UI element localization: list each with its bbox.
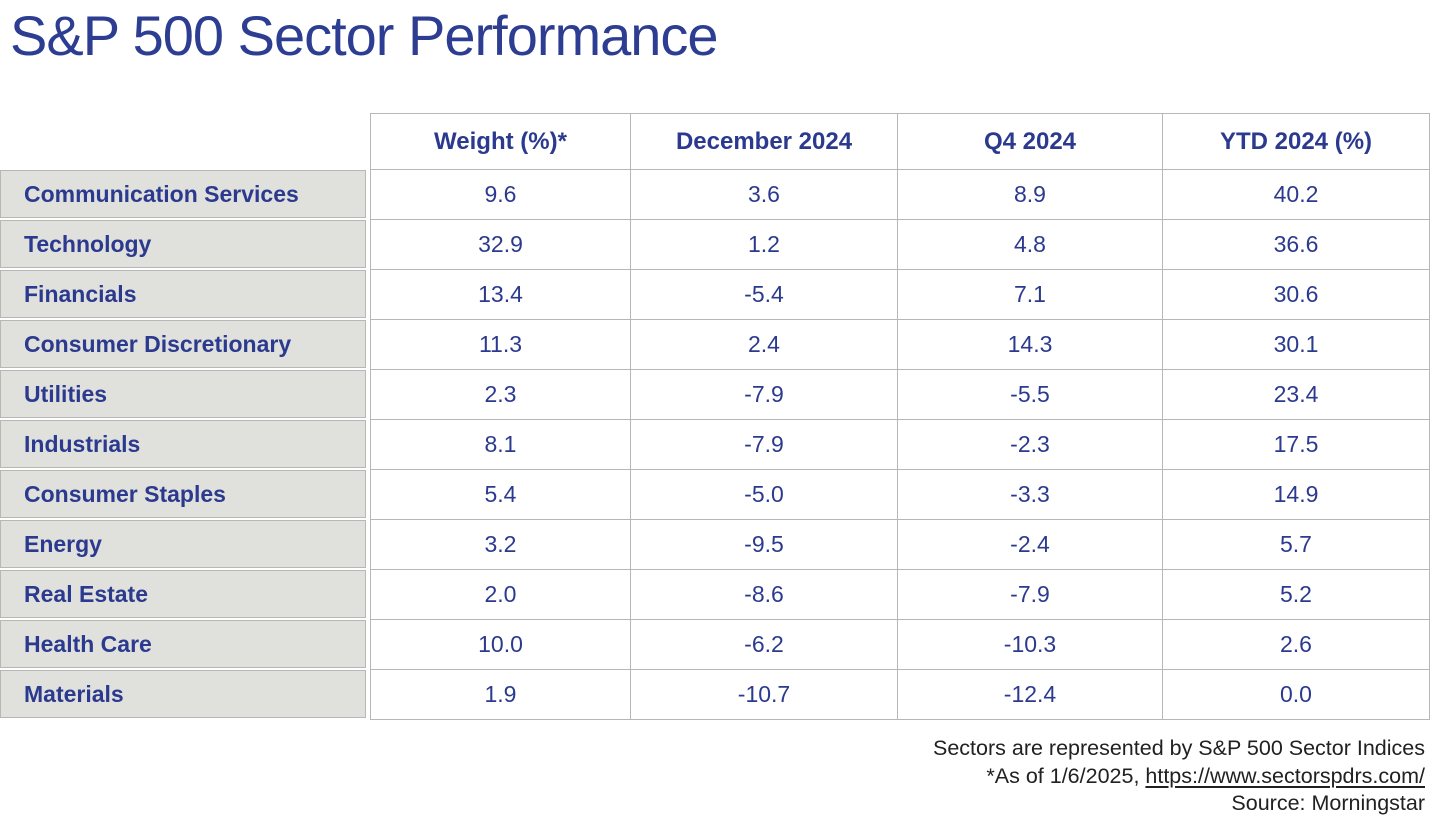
column-header: Weight (%)* (370, 113, 630, 170)
value-cell: 17.5 (1162, 420, 1430, 470)
value-cell: -9.5 (630, 520, 897, 570)
corner-cell (0, 113, 370, 170)
column-header: Q4 2024 (897, 113, 1162, 170)
value-cell: 14.3 (897, 320, 1162, 370)
value-cell: -7.9 (630, 420, 897, 470)
value-cell: -3.3 (897, 470, 1162, 520)
sector-label: Industrials (0, 420, 370, 470)
value-cell: -2.4 (897, 520, 1162, 570)
value-cell: 10.0 (370, 620, 630, 670)
value-cell: 4.8 (897, 220, 1162, 270)
value-cell: 8.9 (897, 170, 1162, 220)
table-row: Consumer Discretionary 11.3 2.4 14.3 30.1 (0, 320, 1430, 370)
value-cell: -5.5 (897, 370, 1162, 420)
value-cell: 1.2 (630, 220, 897, 270)
sector-label: Energy (0, 520, 370, 570)
value-cell: -10.7 (630, 670, 897, 720)
value-cell: 2.4 (630, 320, 897, 370)
table-row: Consumer Staples 5.4 -5.0 -3.3 14.9 (0, 470, 1430, 520)
value-cell: 2.0 (370, 570, 630, 620)
sector-label: Consumer Discretionary (0, 320, 370, 370)
value-cell: 5.4 (370, 470, 630, 520)
header-row: Weight (%)* December 2024 Q4 2024 YTD 2024 … (0, 113, 1430, 170)
value-cell: -5.0 (630, 470, 897, 520)
sector-label: Utilities (0, 370, 370, 420)
value-cell: 30.1 (1162, 320, 1430, 370)
column-header: December 2024 (630, 113, 897, 170)
table-row: Communication Services 9.6 3.6 8.9 40.2 (0, 170, 1430, 220)
table-row: Financials 13.4 -5.4 7.1 30.6 (0, 270, 1430, 320)
sector-performance-table: Weight (%)* December 2024 Q4 2024 YTD 2024 … (0, 113, 1430, 720)
sector-label: Technology (0, 220, 370, 270)
value-cell: 11.3 (370, 320, 630, 370)
value-cell: 32.9 (370, 220, 630, 270)
value-cell: 1.9 (370, 670, 630, 720)
value-cell: 8.1 (370, 420, 630, 470)
footnote-indices: Sectors are represented by S&P 500 Secto… (933, 736, 1425, 760)
value-cell: -10.3 (897, 620, 1162, 670)
table-row: Technology 32.9 1.2 4.8 36.6 (0, 220, 1430, 270)
footnote-source: Source: Morningstar (1231, 791, 1425, 815)
sector-label: Communication Services (0, 170, 370, 220)
value-cell: -12.4 (897, 670, 1162, 720)
value-cell: -7.9 (897, 570, 1162, 620)
footnotes: Sectors are represented by S&P 500 Secto… (0, 735, 1431, 817)
value-cell: 2.3 (370, 370, 630, 420)
value-cell: 30.6 (1162, 270, 1430, 320)
table-row: Real Estate 2.0 -8.6 -7.9 5.2 (0, 570, 1430, 620)
value-cell: 9.6 (370, 170, 630, 220)
value-cell: 36.6 (1162, 220, 1430, 270)
table-row: Health Care 10.0 -6.2 -10.3 2.6 (0, 620, 1430, 670)
footnote-asof: *As of 1/6/2025, https://www.sectorspdrs… (0, 763, 1425, 791)
page-title: S&P 500 Sector Performance (10, 4, 719, 67)
value-cell: -5.4 (630, 270, 897, 320)
sector-label: Real Estate (0, 570, 370, 620)
sector-label: Consumer Staples (0, 470, 370, 520)
sectorspdrs-link[interactable]: https://www.sectorspdrs.com/ (1145, 763, 1425, 788)
sector-label: Health Care (0, 620, 370, 670)
value-cell: 0.0 (1162, 670, 1430, 720)
value-cell: -7.9 (630, 370, 897, 420)
footnote-asof-prefix: *As of 1/6/2025, (986, 763, 1146, 788)
value-cell: 40.2 (1162, 170, 1430, 220)
value-cell: 3.2 (370, 520, 630, 570)
sector-label: Financials (0, 270, 370, 320)
value-cell: 3.6 (630, 170, 897, 220)
table-row: Materials 1.9 -10.7 -12.4 0.0 (0, 670, 1430, 720)
value-cell: 5.2 (1162, 570, 1430, 620)
value-cell: -6.2 (630, 620, 897, 670)
value-cell: -2.3 (897, 420, 1162, 470)
table-row: Energy 3.2 -9.5 -2.4 5.7 (0, 520, 1430, 570)
value-cell: 14.9 (1162, 470, 1430, 520)
value-cell: -8.6 (630, 570, 897, 620)
column-header: YTD 2024 (%) (1162, 113, 1430, 170)
table-row: Utilities 2.3 -7.9 -5.5 23.4 (0, 370, 1430, 420)
table-row: Industrials 8.1 -7.9 -2.3 17.5 (0, 420, 1430, 470)
table-body: Communication Services 9.6 3.6 8.9 40.2 Techn… (0, 170, 1430, 720)
sector-label: Materials (0, 670, 370, 720)
value-cell: 7.1 (897, 270, 1162, 320)
value-cell: 2.6 (1162, 620, 1430, 670)
value-cell: 23.4 (1162, 370, 1430, 420)
value-cell: 5.7 (1162, 520, 1430, 570)
value-cell: 13.4 (370, 270, 630, 320)
